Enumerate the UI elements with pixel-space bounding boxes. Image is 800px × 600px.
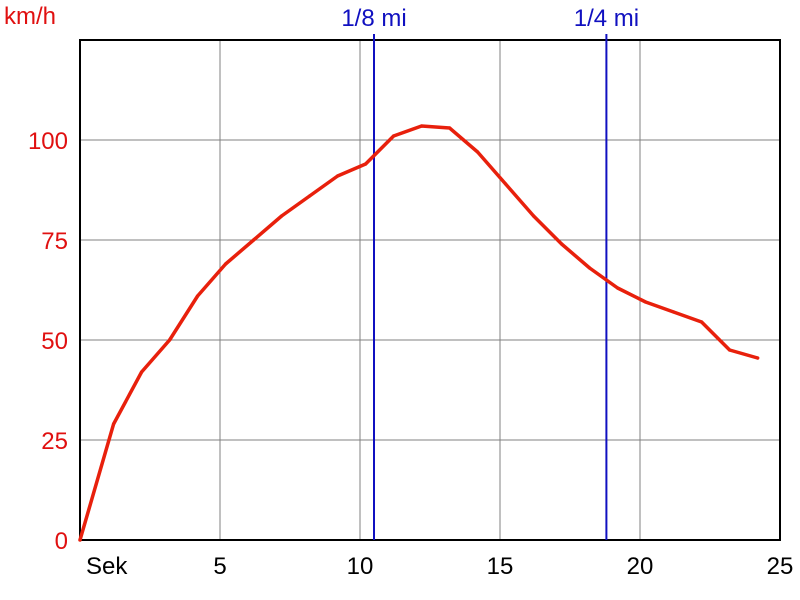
y-tick-label: 100	[28, 128, 68, 155]
speed-data-point	[672, 310, 676, 314]
speed-data-point	[78, 538, 82, 542]
speed-data-point	[140, 370, 144, 374]
x-tick-label: 15	[487, 553, 514, 580]
speed-data-point	[644, 300, 648, 304]
x-tick-label: 25	[767, 553, 794, 580]
y-tick-label: 75	[41, 228, 68, 255]
speed-data-point	[476, 150, 480, 154]
speed-data-point	[364, 162, 368, 166]
distance-marker-label: 1/4 mi	[574, 5, 639, 32]
speed-data-point	[224, 262, 228, 266]
speed-series-line	[78, 124, 760, 542]
plot-frame	[79, 39, 781, 541]
y-tick-label: 50	[41, 328, 68, 355]
speed-data-point	[420, 124, 424, 128]
x-axis-label: Sek	[86, 553, 128, 580]
y-tick-label: 25	[41, 428, 68, 455]
y-tick-label: 0	[55, 528, 68, 555]
y-tick-labels: 0 25 50 75 100	[28, 128, 68, 555]
distance-markers: 1/8 mi 1/4 mi	[341, 5, 639, 540]
x-tick-label: 20	[627, 553, 654, 580]
speed-data-point	[700, 320, 704, 324]
speed-data-point	[728, 348, 732, 352]
speed-data-point	[112, 422, 116, 426]
speed-data-point	[616, 286, 620, 290]
grid-lines	[80, 40, 780, 540]
speed-data-point	[196, 294, 200, 298]
speed-data-point	[336, 174, 340, 178]
speed-data-point	[168, 338, 172, 342]
x-tick-label: 5	[213, 553, 226, 580]
speed-data-point	[588, 266, 592, 270]
speed-data-point	[504, 182, 508, 186]
y-axis-label: km/h	[4, 3, 56, 30]
speed-data-point	[532, 214, 536, 218]
distance-marker-label: 1/8 mi	[341, 5, 406, 32]
speed-data-point	[252, 238, 256, 242]
x-tick-labels: 5 10 15 20 25	[213, 553, 793, 580]
speed-data-point	[448, 126, 452, 130]
speed-data-point	[308, 194, 312, 198]
x-tick-label: 10	[347, 553, 374, 580]
speed-series-points	[78, 124, 760, 542]
speed-data-point	[280, 214, 284, 218]
speed-data-point	[560, 242, 564, 246]
speed-data-point	[756, 356, 760, 360]
speed-data-point	[392, 134, 396, 138]
